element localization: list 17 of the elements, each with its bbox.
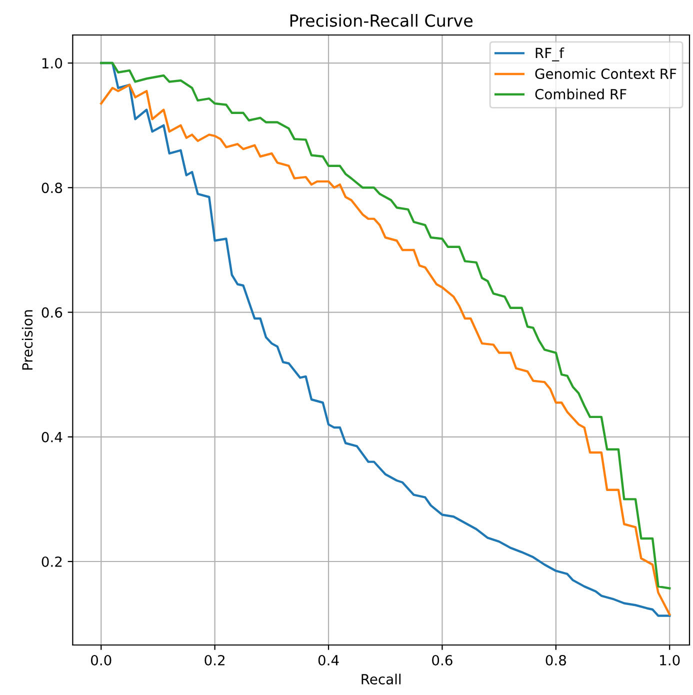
y-axis-title: Precision [22,310,33,370]
x-tick-label: 0.2 [204,654,224,666]
x-tick-label: 1.0 [660,654,680,666]
x-tick-label: 0.4 [318,654,339,666]
y-tick-label: 0.8 [42,182,62,194]
chart-title: Precision-Recall Curve [290,14,472,27]
legend-label: RF_f [536,48,564,62]
y-tick-label: 1.0 [42,58,62,69]
x-tick-label: 0.8 [546,654,566,666]
x-tick-label: 0.0 [90,654,112,666]
y-tick-label: 0.2 [42,556,62,567]
legend-label: Combined RF [535,88,626,100]
x-tick-label: 0.6 [432,654,452,666]
legend-label: Genomic Context RF [535,68,676,80]
y-tick-label: 0.6 [42,307,62,318]
x-axis-title: Recall [362,674,401,684]
y-tick-label: 0.4 [42,432,62,442]
